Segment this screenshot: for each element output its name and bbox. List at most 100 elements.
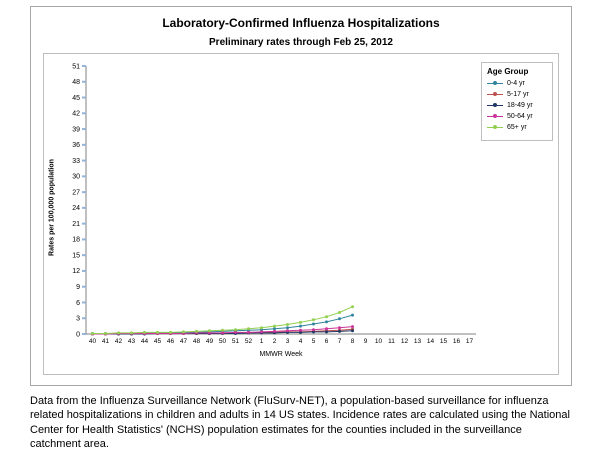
y-tick-label: 0: [76, 331, 80, 338]
y-tick-label: 30: [72, 174, 80, 181]
series-marker: [208, 329, 211, 333]
x-tick-label: 50: [219, 338, 227, 345]
legend-swatch: [487, 113, 503, 120]
chart-subtitle: Preliminary rates through Feb 25, 2012: [209, 37, 393, 48]
series-marker: [117, 331, 120, 335]
y-tick-label: 33: [72, 158, 80, 165]
series-marker: [221, 328, 224, 332]
series-marker: [312, 318, 315, 322]
series-marker: [286, 326, 289, 330]
series-marker: [104, 332, 107, 335]
x-tick-label: 41: [102, 338, 110, 345]
series-marker: [325, 315, 328, 319]
y-tick-label: 24: [72, 205, 80, 212]
series-marker: [299, 324, 302, 328]
x-tick-label: 10: [375, 338, 383, 345]
x-tick-label: 14: [427, 338, 435, 345]
y-axis-title: Rates per 100,000 population: [48, 159, 56, 256]
series-marker: [338, 317, 341, 321]
legend-label: 65+ yr: [507, 124, 527, 131]
series-marker: [351, 305, 354, 309]
x-tick-label: 45: [154, 338, 162, 345]
series-marker: [273, 327, 276, 331]
x-tick-label: 8: [351, 338, 355, 345]
series-marker: [299, 328, 302, 332]
series-marker: [338, 329, 341, 333]
series-marker: [247, 327, 250, 331]
series-marker: [273, 324, 276, 328]
series-marker: [234, 328, 237, 332]
legend-swatch: [487, 124, 503, 131]
series-marker: [325, 320, 328, 324]
legend-title: Age Group: [487, 67, 529, 76]
x-tick-label: 16: [453, 338, 461, 345]
x-tick-label: 11: [388, 338, 395, 345]
legend-label: 50-64 yr: [507, 113, 533, 120]
y-tick-label: 18: [72, 237, 80, 244]
legend-swatch: [487, 91, 503, 98]
series-marker: [338, 326, 341, 330]
x-tick-label: 9: [364, 338, 368, 345]
series-marker: [286, 323, 289, 326]
x-tick-label: 52: [245, 338, 253, 345]
x-tick-label: 17: [466, 338, 474, 345]
x-tick-label: 51: [232, 338, 240, 345]
y-tick-label: 39: [72, 126, 80, 133]
series-marker: [312, 328, 315, 332]
y-tick-label: 21: [72, 221, 80, 228]
series-marker: [338, 311, 341, 314]
x-tick-label: 46: [167, 338, 175, 345]
series-marker: [247, 330, 250, 334]
series-marker: [208, 331, 211, 335]
x-tick-label: 49: [206, 338, 214, 345]
legend: Age Group 0-4 yr 5-17 yr 18-49 yr 50-64 yr 6…: [481, 62, 553, 141]
series-marker: [260, 326, 263, 330]
series-marker: [351, 313, 354, 317]
x-tick-label: 3: [286, 338, 290, 345]
x-tick-label: 42: [115, 338, 123, 345]
x-axis-title: MMWR Week: [259, 351, 303, 358]
series-marker: [169, 330, 172, 334]
x-tick-label: 7: [338, 338, 342, 345]
x-tick-label: 44: [141, 338, 149, 345]
y-tick-label: 12: [72, 268, 80, 275]
series-marker: [273, 329, 276, 333]
series-marker: [351, 329, 354, 333]
series-marker: [156, 330, 159, 334]
y-tick-label: 27: [72, 189, 80, 196]
x-tick-label: 15: [440, 338, 448, 345]
series-marker: [234, 330, 237, 334]
series-marker: [260, 330, 263, 334]
series-marker: [91, 332, 94, 335]
x-tick-label: 5: [312, 338, 316, 345]
series-marker: [312, 322, 315, 326]
x-tick-label: 6: [325, 338, 329, 345]
plot-area: 0 3 6 9 12 15 18 21 24 27 30 33 36 39 42 45 48 51 40 41 42 43…: [60, 62, 480, 362]
chart-area: Rates per 100,000 population 0 3 6 9 12 15 18 2…: [43, 53, 559, 375]
influenza-chart-figure: Laboratory-Confirmed Influenza Hospitali…: [30, 6, 572, 386]
series-marker: [351, 325, 354, 329]
x-tick-label: 2: [273, 338, 277, 345]
series-marker: [195, 329, 198, 333]
x-tick-label: 4: [299, 338, 303, 345]
y-tick-label: 36: [72, 142, 80, 149]
legend-label: 18-49 yr: [507, 102, 533, 109]
x-tick-label: 12: [401, 338, 409, 345]
x-tick-label: 1: [260, 338, 264, 345]
y-tick-label: 42: [72, 111, 80, 118]
legend-item-65+-yr: 65+ yr: [487, 124, 547, 131]
caption-text: Data from the Influenza Surveillance Net…: [30, 395, 570, 450]
x-tick-label: 47: [180, 338, 188, 345]
legend-item-50-64-yr: 50-64 yr: [487, 113, 547, 120]
series-marker: [325, 327, 328, 331]
x-tick-label: 40: [89, 338, 97, 345]
y-tick-label: 3: [76, 316, 80, 323]
x-tick-label: 43: [128, 338, 136, 345]
series-marker: [299, 320, 302, 324]
x-tick-label: 48: [193, 338, 201, 345]
legend-item-0-4-yr: 0-4 yr: [487, 80, 547, 87]
series-marker: [130, 331, 133, 335]
y-tick-label: 15: [72, 252, 80, 259]
series-marker: [286, 329, 289, 333]
